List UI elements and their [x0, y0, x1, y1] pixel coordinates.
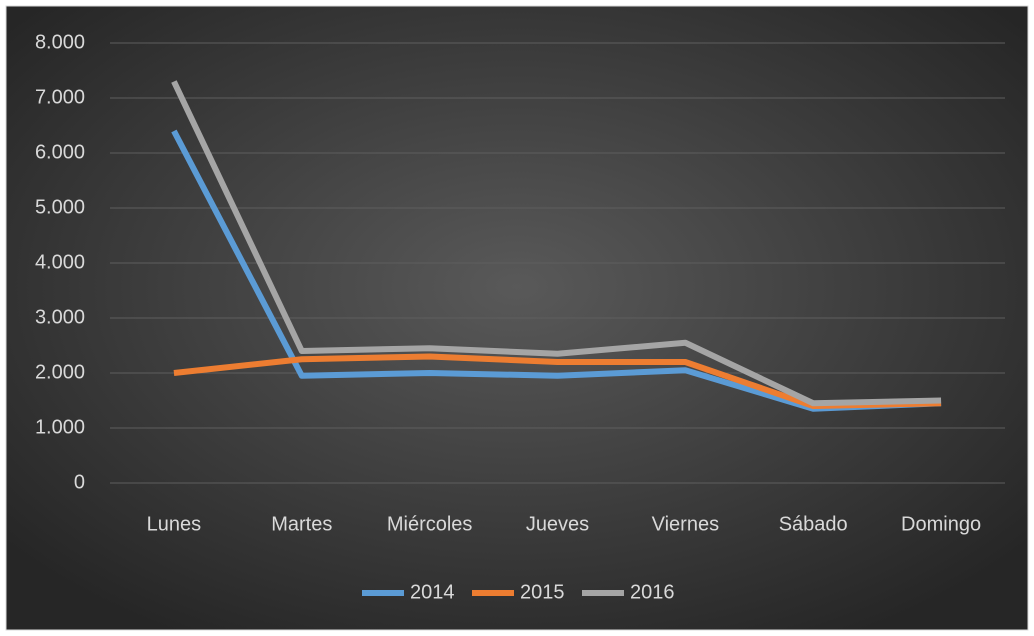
- y-tick-label: 5.000: [35, 196, 85, 218]
- legend-label: 2015: [520, 581, 565, 603]
- y-tick-label: 4.000: [35, 251, 85, 273]
- x-tick-label: Jueves: [526, 513, 589, 535]
- x-tick-label: Martes: [271, 513, 332, 535]
- y-tick-label: 1.000: [35, 416, 85, 438]
- legend-label: 2014: [410, 581, 455, 603]
- x-tick-label: Domingo: [901, 513, 981, 535]
- y-tick-label: 6.000: [35, 141, 85, 163]
- x-tick-label: Viernes: [652, 513, 719, 535]
- y-tick-label: 7.000: [35, 86, 85, 108]
- x-tick-label: Sábado: [779, 513, 848, 535]
- y-tick-label: 2.000: [35, 361, 85, 383]
- legend-label: 2016: [630, 581, 675, 603]
- y-tick-label: 3.000: [35, 306, 85, 328]
- y-tick-label: 8.000: [35, 31, 85, 53]
- x-tick-label: Lunes: [147, 513, 202, 535]
- y-tick-label: 0: [74, 471, 85, 493]
- x-tick-label: Miércoles: [387, 513, 473, 535]
- line-series: [171, 80, 942, 407]
